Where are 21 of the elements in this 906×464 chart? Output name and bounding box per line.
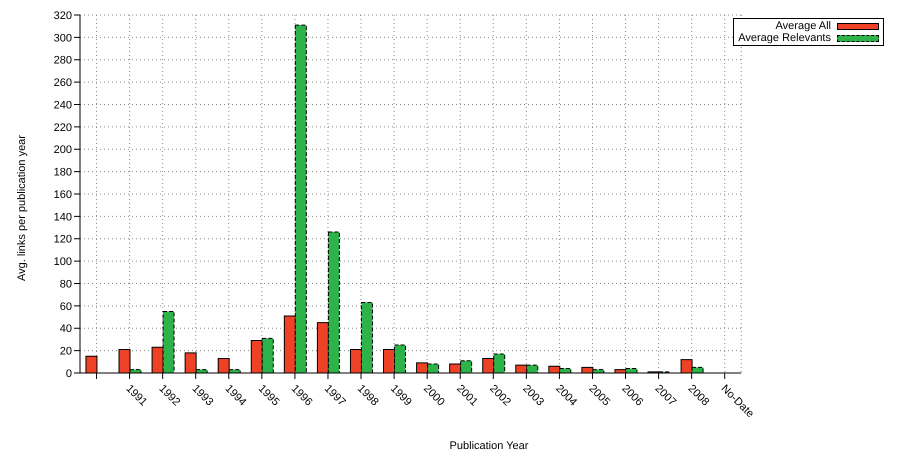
y-tick-label: 80: [60, 278, 72, 290]
y-tick-label: 120: [54, 234, 72, 246]
y-tick-label: 0: [66, 368, 72, 380]
y-tick-label: 60: [60, 300, 72, 313]
legend-label: Average All: [776, 20, 831, 32]
y-tick-label: 180: [54, 166, 72, 179]
y-tick-label: 20: [60, 346, 72, 358]
y-tick-label: 160: [54, 188, 72, 201]
y-tick-label: 240: [54, 99, 72, 112]
y-tick-label: 200: [54, 144, 72, 156]
y-tick-label: 280: [54, 54, 72, 67]
y-tick-label: 220: [54, 122, 72, 134]
x-axis-title: Publication Year: [448, 440, 530, 452]
y-tick-label: 140: [54, 211, 72, 224]
y-tick-label: 320: [54, 10, 72, 22]
y-tick-label: 260: [54, 77, 72, 90]
y-tick-label: 100: [54, 256, 72, 268]
y-axis-title: Avg. links per publication year: [16, 135, 28, 281]
y-tick-label: 40: [60, 323, 72, 336]
legend-label: Average Relevants: [738, 32, 831, 44]
y-tick-label: 300: [54, 32, 72, 44]
